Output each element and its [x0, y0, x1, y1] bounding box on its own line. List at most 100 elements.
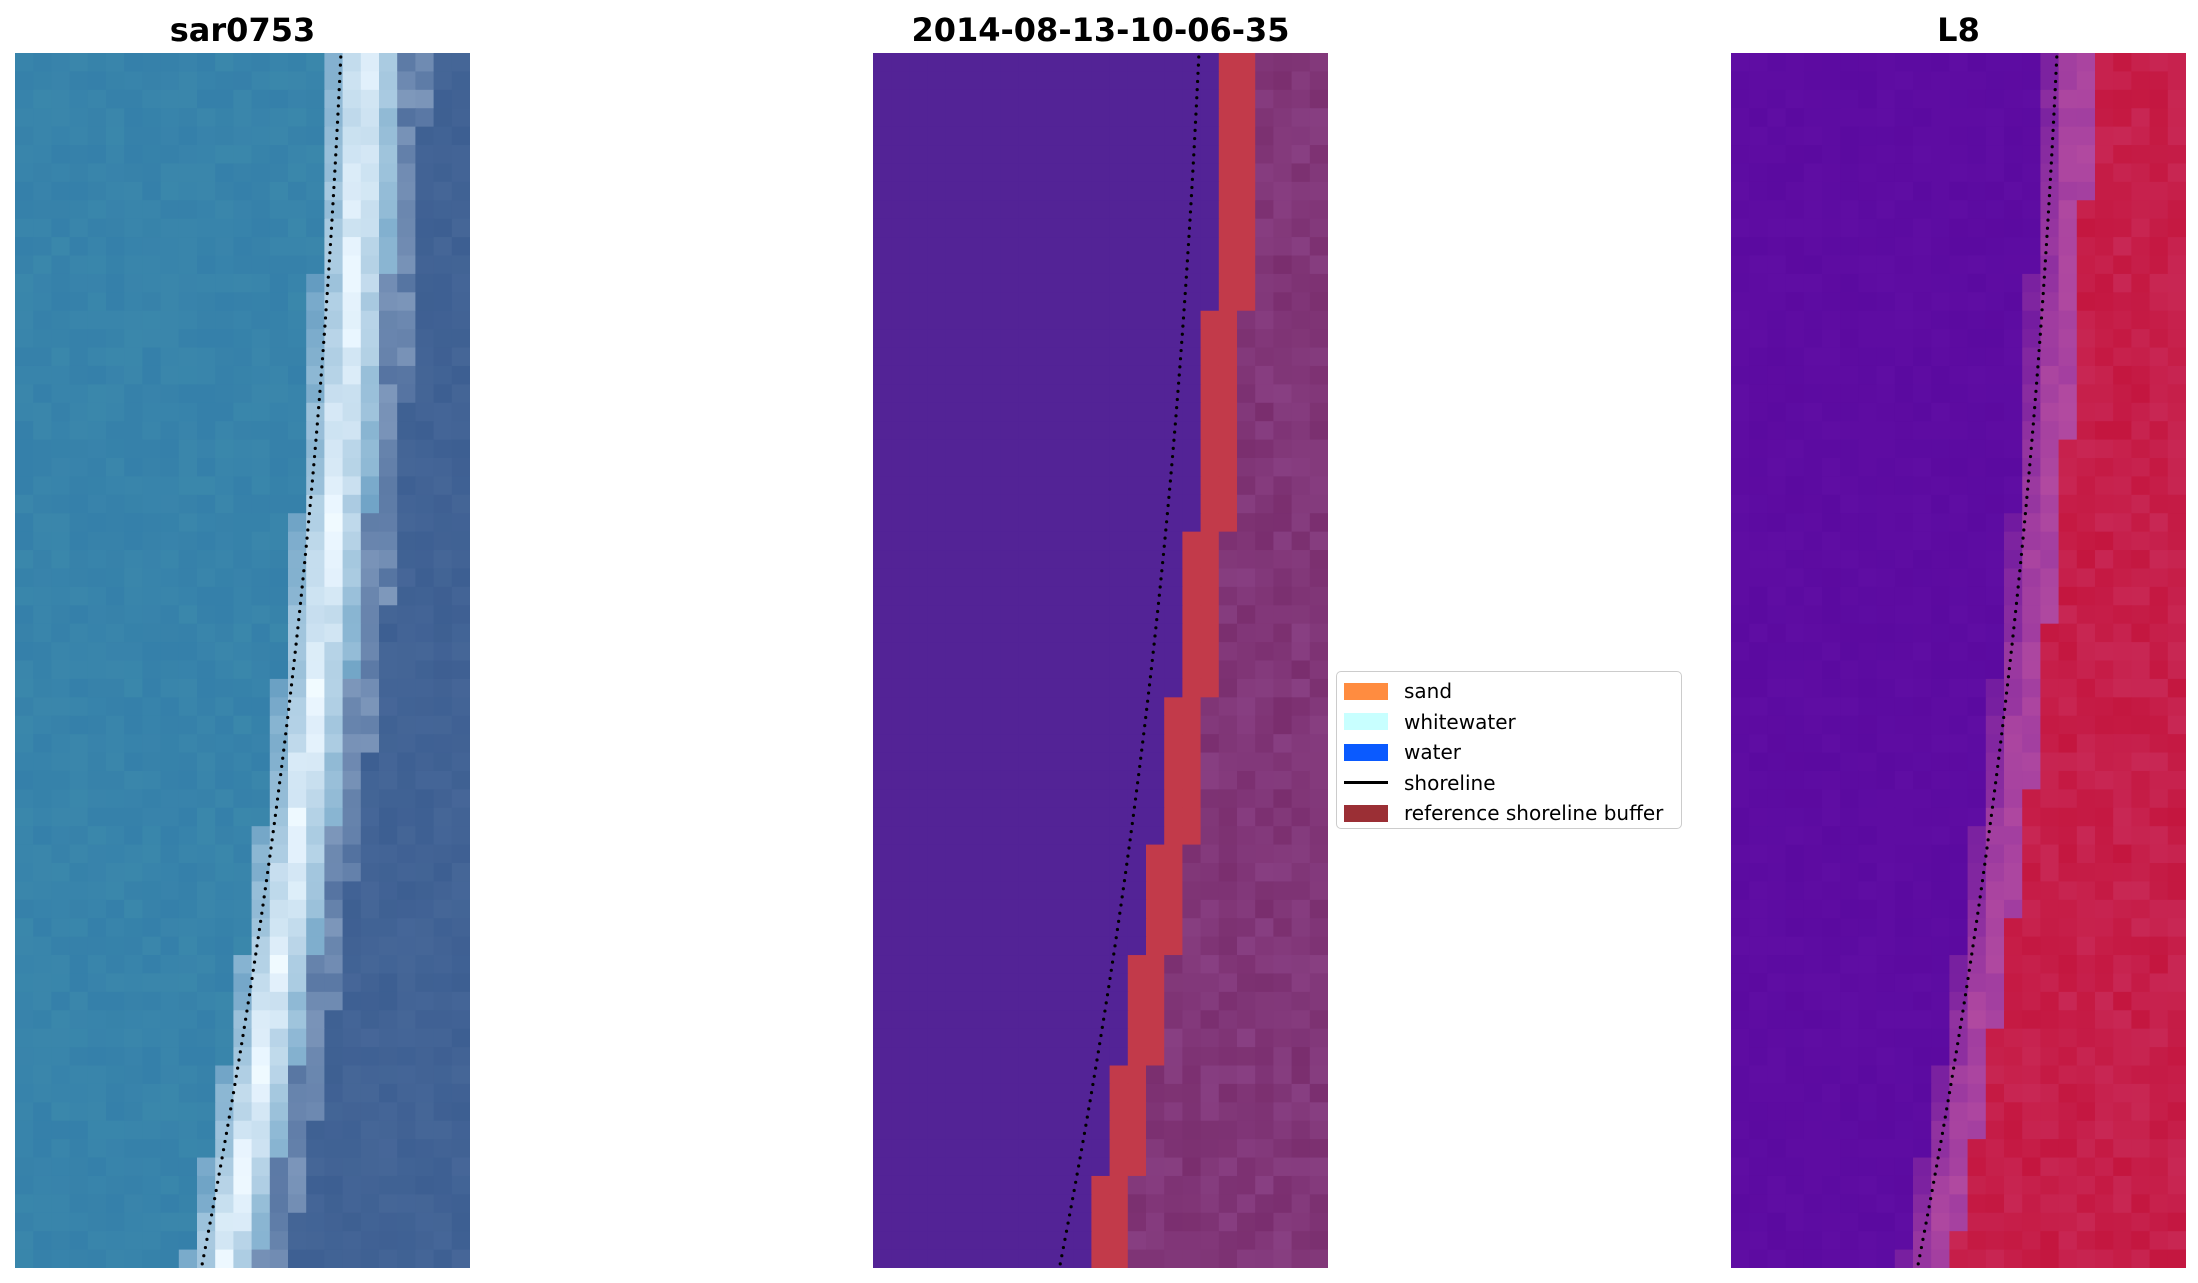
- image-pixel: [342, 1010, 362, 1030]
- image-pixel: [1913, 752, 1932, 772]
- image-pixel: [1731, 513, 1750, 533]
- image-pixel: [451, 71, 470, 91]
- image-pixel: [451, 255, 470, 275]
- image-pixel: [2113, 365, 2132, 385]
- image-pixel: [1822, 145, 1841, 165]
- image-pixel: [33, 1065, 52, 1085]
- image-pixel: [964, 384, 983, 404]
- image-pixel: [1876, 310, 1896, 330]
- shoreline-point: [236, 1066, 240, 1070]
- image-pixel: [1200, 329, 1220, 349]
- image-pixel: [1200, 255, 1220, 275]
- image-pixel: [342, 1102, 362, 1122]
- image-pixel: [2004, 1065, 2023, 1085]
- image-pixel: [1091, 807, 1111, 827]
- image-pixel: [1894, 826, 1914, 846]
- image-pixel: [87, 108, 107, 128]
- image-pixel: [1055, 770, 1074, 790]
- image-pixel: [2076, 660, 2096, 680]
- image-pixel: [1731, 384, 1750, 404]
- image-pixel: [106, 365, 125, 385]
- shoreline-point: [234, 1074, 238, 1078]
- image-pixel: [69, 181, 89, 201]
- shoreline-point: [286, 715, 290, 720]
- image-pixel: [2131, 1047, 2151, 1067]
- image-pixel: [1200, 347, 1220, 367]
- image-pixel: [269, 458, 289, 478]
- image-pixel: [1000, 550, 1020, 570]
- image-pixel: [233, 329, 253, 349]
- image-pixel: [964, 863, 983, 883]
- image-pixel: [69, 991, 89, 1011]
- image-pixel: [1036, 899, 1056, 919]
- image-pixel: [1073, 550, 1092, 570]
- image-pixel: [379, 1139, 398, 1159]
- shoreline-point: [274, 805, 279, 809]
- image-pixel: [451, 1231, 470, 1251]
- image-pixel: [1146, 770, 1165, 790]
- image-pixel: [106, 807, 125, 827]
- image-pixel: [1803, 1065, 1823, 1085]
- image-pixel: [379, 145, 398, 165]
- image-pixel: [1840, 734, 1859, 754]
- image-pixel: [1146, 734, 1165, 754]
- image-pixel: [215, 605, 234, 625]
- image-pixel: [342, 991, 362, 1011]
- image-pixel: [1858, 384, 1878, 404]
- image-pixel: [1858, 955, 1878, 975]
- image-pixel: [415, 991, 435, 1011]
- image-pixel: [2040, 53, 2060, 73]
- image-pixel: [1749, 936, 1768, 956]
- image-pixel: [324, 1120, 344, 1140]
- image-pixel: [451, 237, 470, 257]
- image-pixel: [106, 53, 125, 73]
- image-pixel: [106, 273, 125, 293]
- image-pixel: [891, 402, 910, 422]
- image-pixel: [1109, 163, 1129, 183]
- image-pixel: [1055, 237, 1074, 257]
- image-pixel: [2149, 181, 2169, 201]
- image-pixel: [433, 660, 453, 680]
- image-pixel: [2095, 568, 2114, 588]
- image-pixel: [1164, 826, 1183, 846]
- image-pixel: [1055, 936, 1074, 956]
- image-pixel: [415, 71, 435, 91]
- image-pixel: [945, 1194, 965, 1214]
- image-pixel: [269, 1194, 289, 1214]
- image-pixel: [1255, 1120, 1274, 1140]
- shoreline-point: [1191, 161, 1195, 165]
- image-pixel: [1218, 1212, 1238, 1232]
- image-pixel: [1255, 623, 1274, 643]
- image-pixel: [324, 752, 344, 772]
- image-pixel: [178, 402, 198, 422]
- image-pixel: [1876, 973, 1896, 993]
- image-pixel: [1894, 991, 1914, 1011]
- image-pixel: [1840, 1028, 1859, 1048]
- image-pixel: [1237, 200, 1256, 220]
- image-pixel: [1291, 789, 1311, 809]
- image-pixel: [1255, 273, 1274, 293]
- image-pixel: [288, 329, 307, 349]
- image-pixel: [324, 71, 344, 91]
- image-pixel: [87, 1231, 107, 1251]
- image-pixel: [51, 126, 71, 146]
- image-pixel: [1127, 292, 1147, 312]
- image-pixel: [1931, 513, 1950, 533]
- image-pixel: [909, 660, 929, 680]
- image-pixel: [306, 255, 325, 275]
- image-pixel: [69, 844, 89, 864]
- image-pixel: [1018, 163, 1038, 183]
- image-pixel: [106, 476, 125, 496]
- shoreline-point: [1138, 764, 1142, 769]
- image-pixel: [251, 1047, 271, 1067]
- image-pixel: [1036, 605, 1056, 625]
- image-pixel: [415, 642, 435, 662]
- image-pixel: [1967, 973, 1987, 993]
- image-pixel: [1073, 770, 1092, 790]
- shoreline-point: [289, 683, 294, 687]
- image-pixel: [269, 1102, 289, 1122]
- image-pixel: [1073, 273, 1092, 293]
- image-pixel: [451, 1157, 470, 1177]
- image-pixel: [2113, 568, 2132, 588]
- image-pixel: [1931, 200, 1950, 220]
